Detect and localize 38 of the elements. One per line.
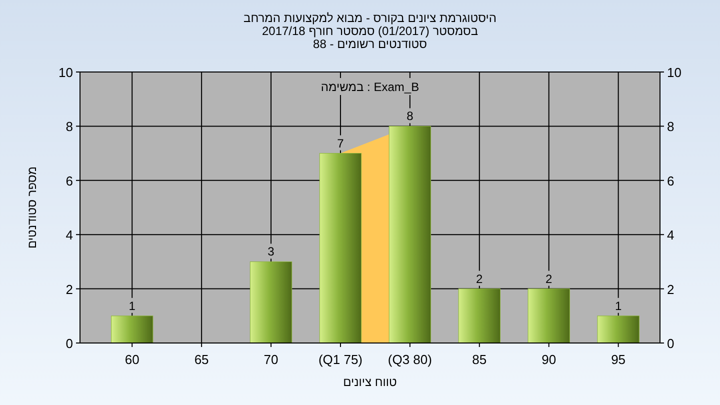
y-tick-label: 0 xyxy=(66,336,73,351)
x-tick-label: (Q3 80) xyxy=(388,352,432,367)
bar xyxy=(458,288,500,344)
y2-tick-label: 0 xyxy=(667,336,674,351)
y-tick-label: 6 xyxy=(66,173,73,188)
bar xyxy=(250,261,292,344)
y2-tick-label: 4 xyxy=(667,228,674,243)
bar xyxy=(597,316,640,344)
y2-tick-label: 6 xyxy=(667,173,674,188)
x-tick-label: 60 xyxy=(124,352,140,367)
x-tick-label: 90 xyxy=(542,352,556,367)
data-label: 3 xyxy=(268,244,275,259)
bar xyxy=(111,316,154,344)
x-tick-label: 65 xyxy=(194,352,209,367)
data-label: 1 xyxy=(128,298,136,313)
data-label: 8 xyxy=(406,109,414,124)
y-tick-label: 10 xyxy=(58,65,73,80)
x-tick-label: (Q1 75) xyxy=(318,352,363,367)
x-axis-title: טווח ציונים xyxy=(343,375,398,389)
x-tick-label: 85 xyxy=(472,352,487,367)
x-tick-label: 70 xyxy=(264,352,278,367)
x-tick-label: 95 xyxy=(611,352,626,367)
y-tick-label: 4 xyxy=(66,228,73,243)
chart-subtitle: בסמסטר (01/2017) סמסטר חורף 2017/18 xyxy=(262,24,478,38)
data-label: 7 xyxy=(337,136,344,150)
y2-tick-label: 10 xyxy=(667,65,682,80)
chart-title: היסטוגרמת ציונים בקורס - מבוא למקצועות המרחב xyxy=(244,11,496,25)
bar xyxy=(528,288,570,344)
annotation: במשימה : Exam_B xyxy=(320,80,420,94)
data-label: 1 xyxy=(614,298,622,313)
y2-tick-label: 2 xyxy=(667,282,674,297)
y-tick-label: 8 xyxy=(66,119,73,134)
text: סטודנטים רשומים - 88 xyxy=(313,37,428,51)
data-label: 2 xyxy=(546,272,553,286)
y2-tick-label: 8 xyxy=(667,119,674,134)
y-tick-label: 2 xyxy=(66,282,73,297)
data-label: 2 xyxy=(476,272,484,286)
y-axis-title: מספר סטודנטים xyxy=(25,166,39,249)
